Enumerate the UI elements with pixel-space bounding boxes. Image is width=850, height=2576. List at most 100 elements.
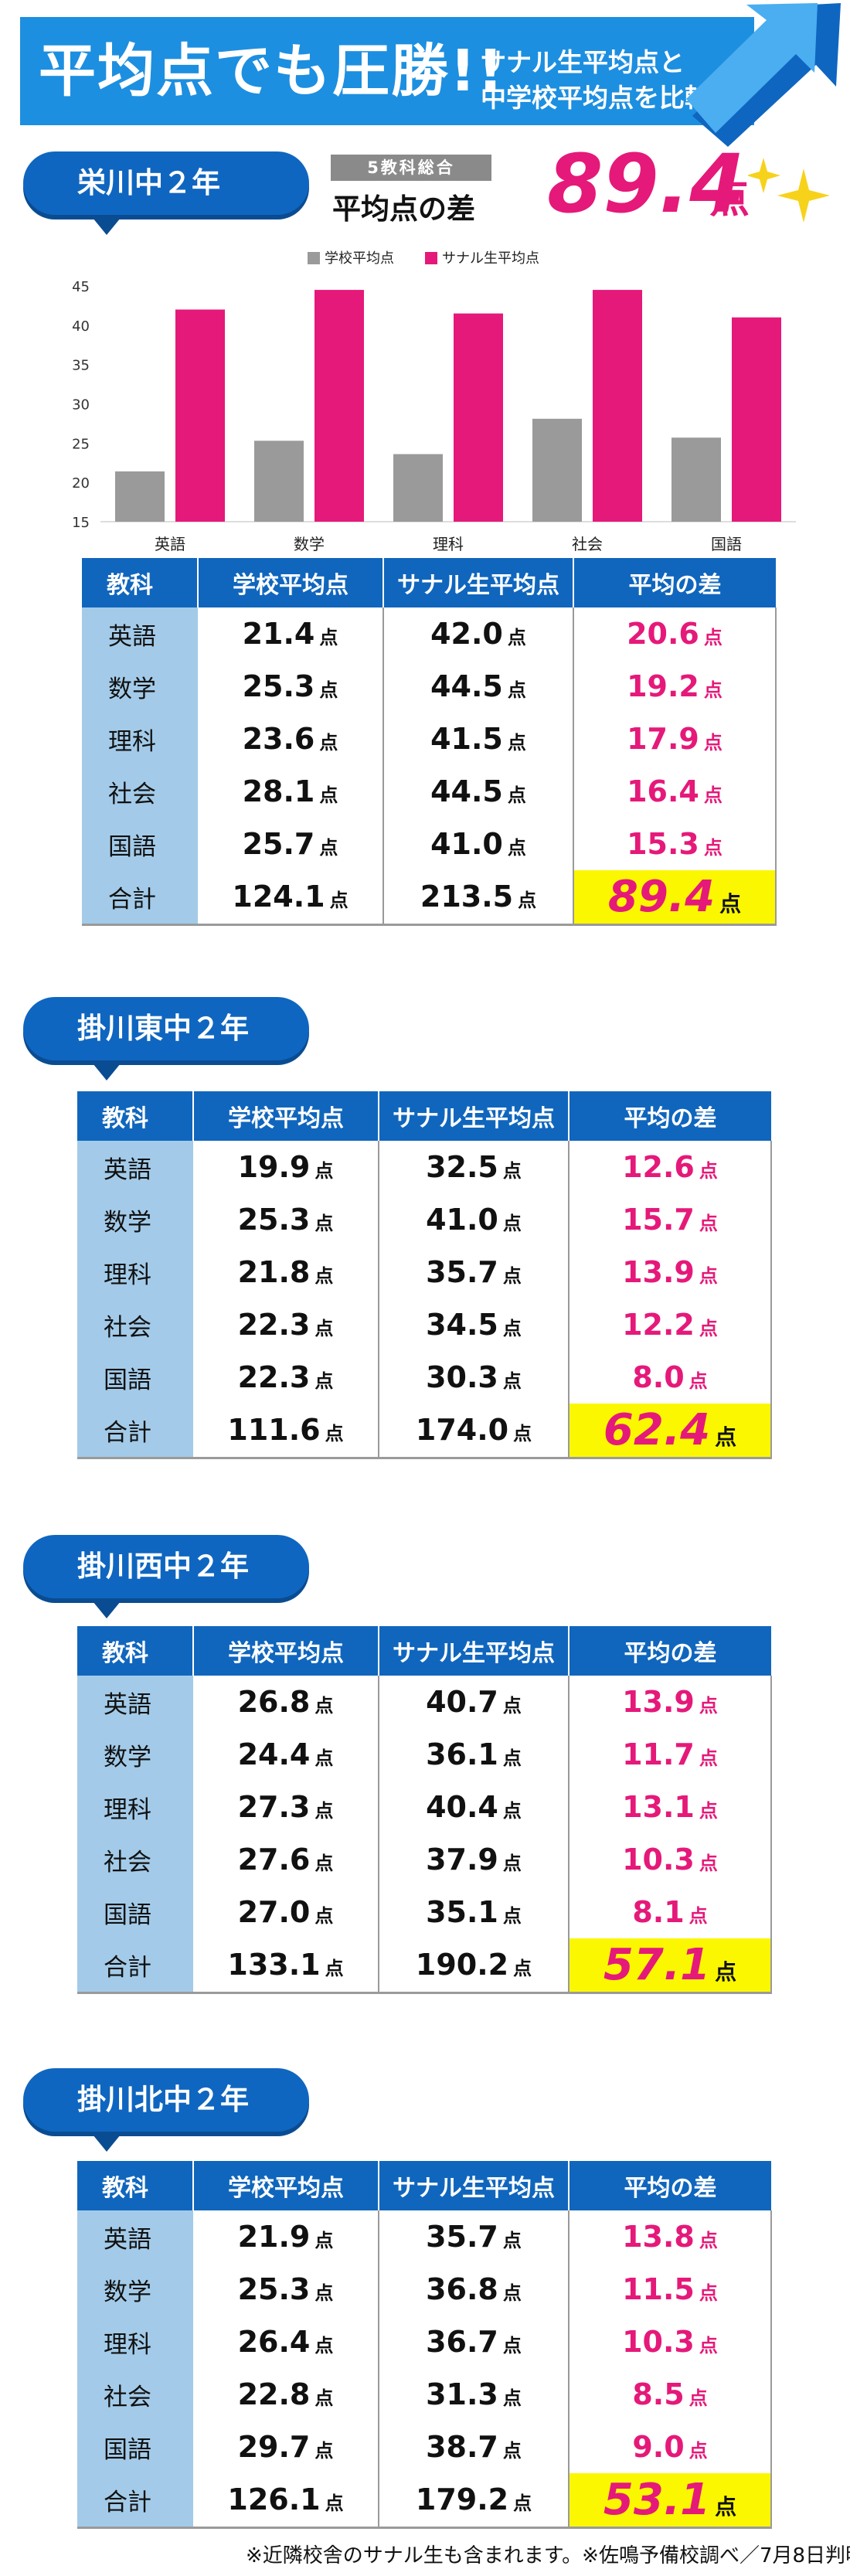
section-label-pill xyxy=(23,1535,309,1598)
sanaru-average-cell-value: 38.7 xyxy=(426,2430,498,2464)
bar-sanaru xyxy=(175,309,225,522)
unit-label: 点 xyxy=(507,837,526,859)
legend-label: 学校平均点 xyxy=(325,250,394,267)
difference-cell-value: 17.9 xyxy=(627,722,699,756)
table-row: 社会 22.8 点 31.3 点 8.5 点 xyxy=(77,2368,772,2421)
difference-cell-value: 10.3 xyxy=(622,1843,695,1877)
school-average-cell-value: 28.1 xyxy=(242,774,315,808)
bar-school xyxy=(254,441,304,522)
sanaru-average-cell: 42.0 点 xyxy=(383,607,574,660)
bar-school xyxy=(393,454,443,522)
table-row: 英語 21.4 点 42.0 点 20.6 点 xyxy=(82,607,777,660)
column-header: サナル生平均点 xyxy=(383,558,574,607)
column-header: 平均の差 xyxy=(569,2161,771,2210)
x-tick-label: 英語 xyxy=(155,535,185,553)
unit-label: 点 xyxy=(699,1800,718,1822)
table-row: 社会 28.1 点 44.5 点 16.4 点 xyxy=(82,765,777,818)
unit-label: 点 xyxy=(319,732,338,754)
unit-label: 点 xyxy=(502,2230,522,2251)
unit-label: 点 xyxy=(719,890,742,917)
sanaru-average-cell-value: 44.5 xyxy=(430,774,503,808)
school-average-cell-value: 19.9 xyxy=(237,1150,311,1184)
section-label-pill xyxy=(23,151,309,215)
sanaru-total-cell-value: 213.5 xyxy=(420,880,514,914)
sanaru-average-cell-value: 35.7 xyxy=(426,1255,498,1289)
sanaru-average-cell: 44.5 点 xyxy=(383,765,574,818)
sanaru-total-cell: 190.2 点 xyxy=(379,1938,570,1994)
difference-cell: 17.9 点 xyxy=(573,713,777,765)
bar-school xyxy=(115,471,165,522)
summary-tag: 5教科総合 xyxy=(331,155,491,181)
difference-cell: 13.9 点 xyxy=(569,1246,772,1298)
difference-cell: 13.1 点 xyxy=(569,1781,772,1833)
difference-cell: 11.5 点 xyxy=(569,2263,772,2316)
subject-cell: 国語 xyxy=(77,2421,193,2473)
bar-school xyxy=(672,437,721,522)
unit-label: 点 xyxy=(502,1370,522,1392)
subject-cell: 社会 xyxy=(77,1833,193,1886)
unit-label: 点 xyxy=(314,2230,334,2251)
difference-total-cell-value: 89.4 xyxy=(607,871,716,922)
unit-label: 点 xyxy=(703,784,722,806)
unit-label: 点 xyxy=(314,1747,334,1769)
unit-label: 点 xyxy=(502,1853,522,1874)
table-row: 国語 29.7 点 38.7 点 9.0 点 xyxy=(77,2421,772,2473)
unit-label: 点 xyxy=(703,732,722,754)
total-row: 合計 111.6 点 174.0 点 62.4 点 xyxy=(77,1404,772,1459)
sanaru-average-cell-value: 40.4 xyxy=(426,1790,498,1824)
section-label-kakegawa-kita: 掛川北中２年 xyxy=(23,2068,309,2152)
school-average-cell: 21.4 点 xyxy=(198,607,384,660)
y-tick-label: 45 xyxy=(72,279,90,295)
difference-cell-value: 15.3 xyxy=(627,827,699,861)
subject-cell: 理科 xyxy=(77,1781,193,1833)
unit-label: 点 xyxy=(513,2493,532,2515)
school-average-cell: 25.3 点 xyxy=(193,1193,379,1246)
school-average-cell: 28.1 点 xyxy=(198,765,384,818)
table-row: 数学 25.3 点 36.8 点 11.5 点 xyxy=(77,2263,772,2316)
school-average-cell-value: 22.3 xyxy=(237,1360,311,1394)
subject-cell: 理科 xyxy=(82,713,198,765)
school-average-cell-value: 21.9 xyxy=(237,2220,311,2254)
difference-cell: 15.7 点 xyxy=(569,1193,772,1246)
sanaru-average-cell: 40.4 点 xyxy=(379,1781,570,1833)
school-average-cell: 23.6 点 xyxy=(198,713,384,765)
unit-label: 点 xyxy=(699,2230,718,2251)
school-average-cell-value: 26.4 xyxy=(237,2325,311,2359)
subject-cell: 英語 xyxy=(82,607,198,660)
section-label-pill xyxy=(23,997,309,1060)
school-average-cell: 22.3 点 xyxy=(193,1351,379,1404)
unit-label: 点 xyxy=(502,1318,522,1339)
difference-total-cell-value: 57.1 xyxy=(603,1939,711,1990)
difference-total-cell: 89.4 点 xyxy=(573,870,777,926)
column-header: 学校平均点 xyxy=(193,2161,379,2210)
difference-cell-value: 13.9 xyxy=(622,1255,695,1289)
unit-label: 点 xyxy=(699,2335,718,2357)
difference-cell-value: 13.9 xyxy=(622,1685,695,1719)
unit-label: 点 xyxy=(502,2335,522,2357)
column-header: 学校平均点 xyxy=(193,1091,379,1141)
unit-label: 点 xyxy=(703,837,722,859)
sanaru-average-cell-value: 36.7 xyxy=(426,2325,498,2359)
difference-cell: 10.3 点 xyxy=(569,2316,772,2368)
sanaru-average-cell-value: 42.0 xyxy=(430,617,503,651)
y-tick-label: 30 xyxy=(72,397,90,413)
unit-label: 点 xyxy=(319,679,338,701)
unit-label: 点 xyxy=(688,1370,708,1392)
subject-cell: 合計 xyxy=(77,2473,193,2529)
sanaru-average-cell: 36.8 点 xyxy=(379,2263,570,2316)
column-header: 教科 xyxy=(82,558,199,607)
unit-label: 点 xyxy=(314,1695,334,1717)
unit-label: 点 xyxy=(502,2440,522,2462)
unit-label: 点 xyxy=(502,1213,522,1234)
difference-cell-value: 11.7 xyxy=(622,1737,695,1771)
difference-cell-value: 12.6 xyxy=(622,1150,695,1184)
banner-subtitle-line1: サナル生平均点と xyxy=(481,47,685,77)
bar-chart: 学校平均点 サナル生平均点 15 20 25 30 35 40 45 英語 数学 理科 社会 国語 xyxy=(0,232,850,556)
unit-label: 点 xyxy=(502,2387,522,2409)
sanaru-average-cell: 44.5 点 xyxy=(383,660,574,713)
column-header: 教科 xyxy=(77,1626,194,1676)
school-total-cell: 133.1 点 xyxy=(193,1938,379,1994)
table-row: 数学 25.3 点 41.0 点 15.7 点 xyxy=(77,1193,772,1246)
unit-label: 点 xyxy=(518,890,537,912)
school-average-cell-value: 22.8 xyxy=(237,2377,311,2411)
